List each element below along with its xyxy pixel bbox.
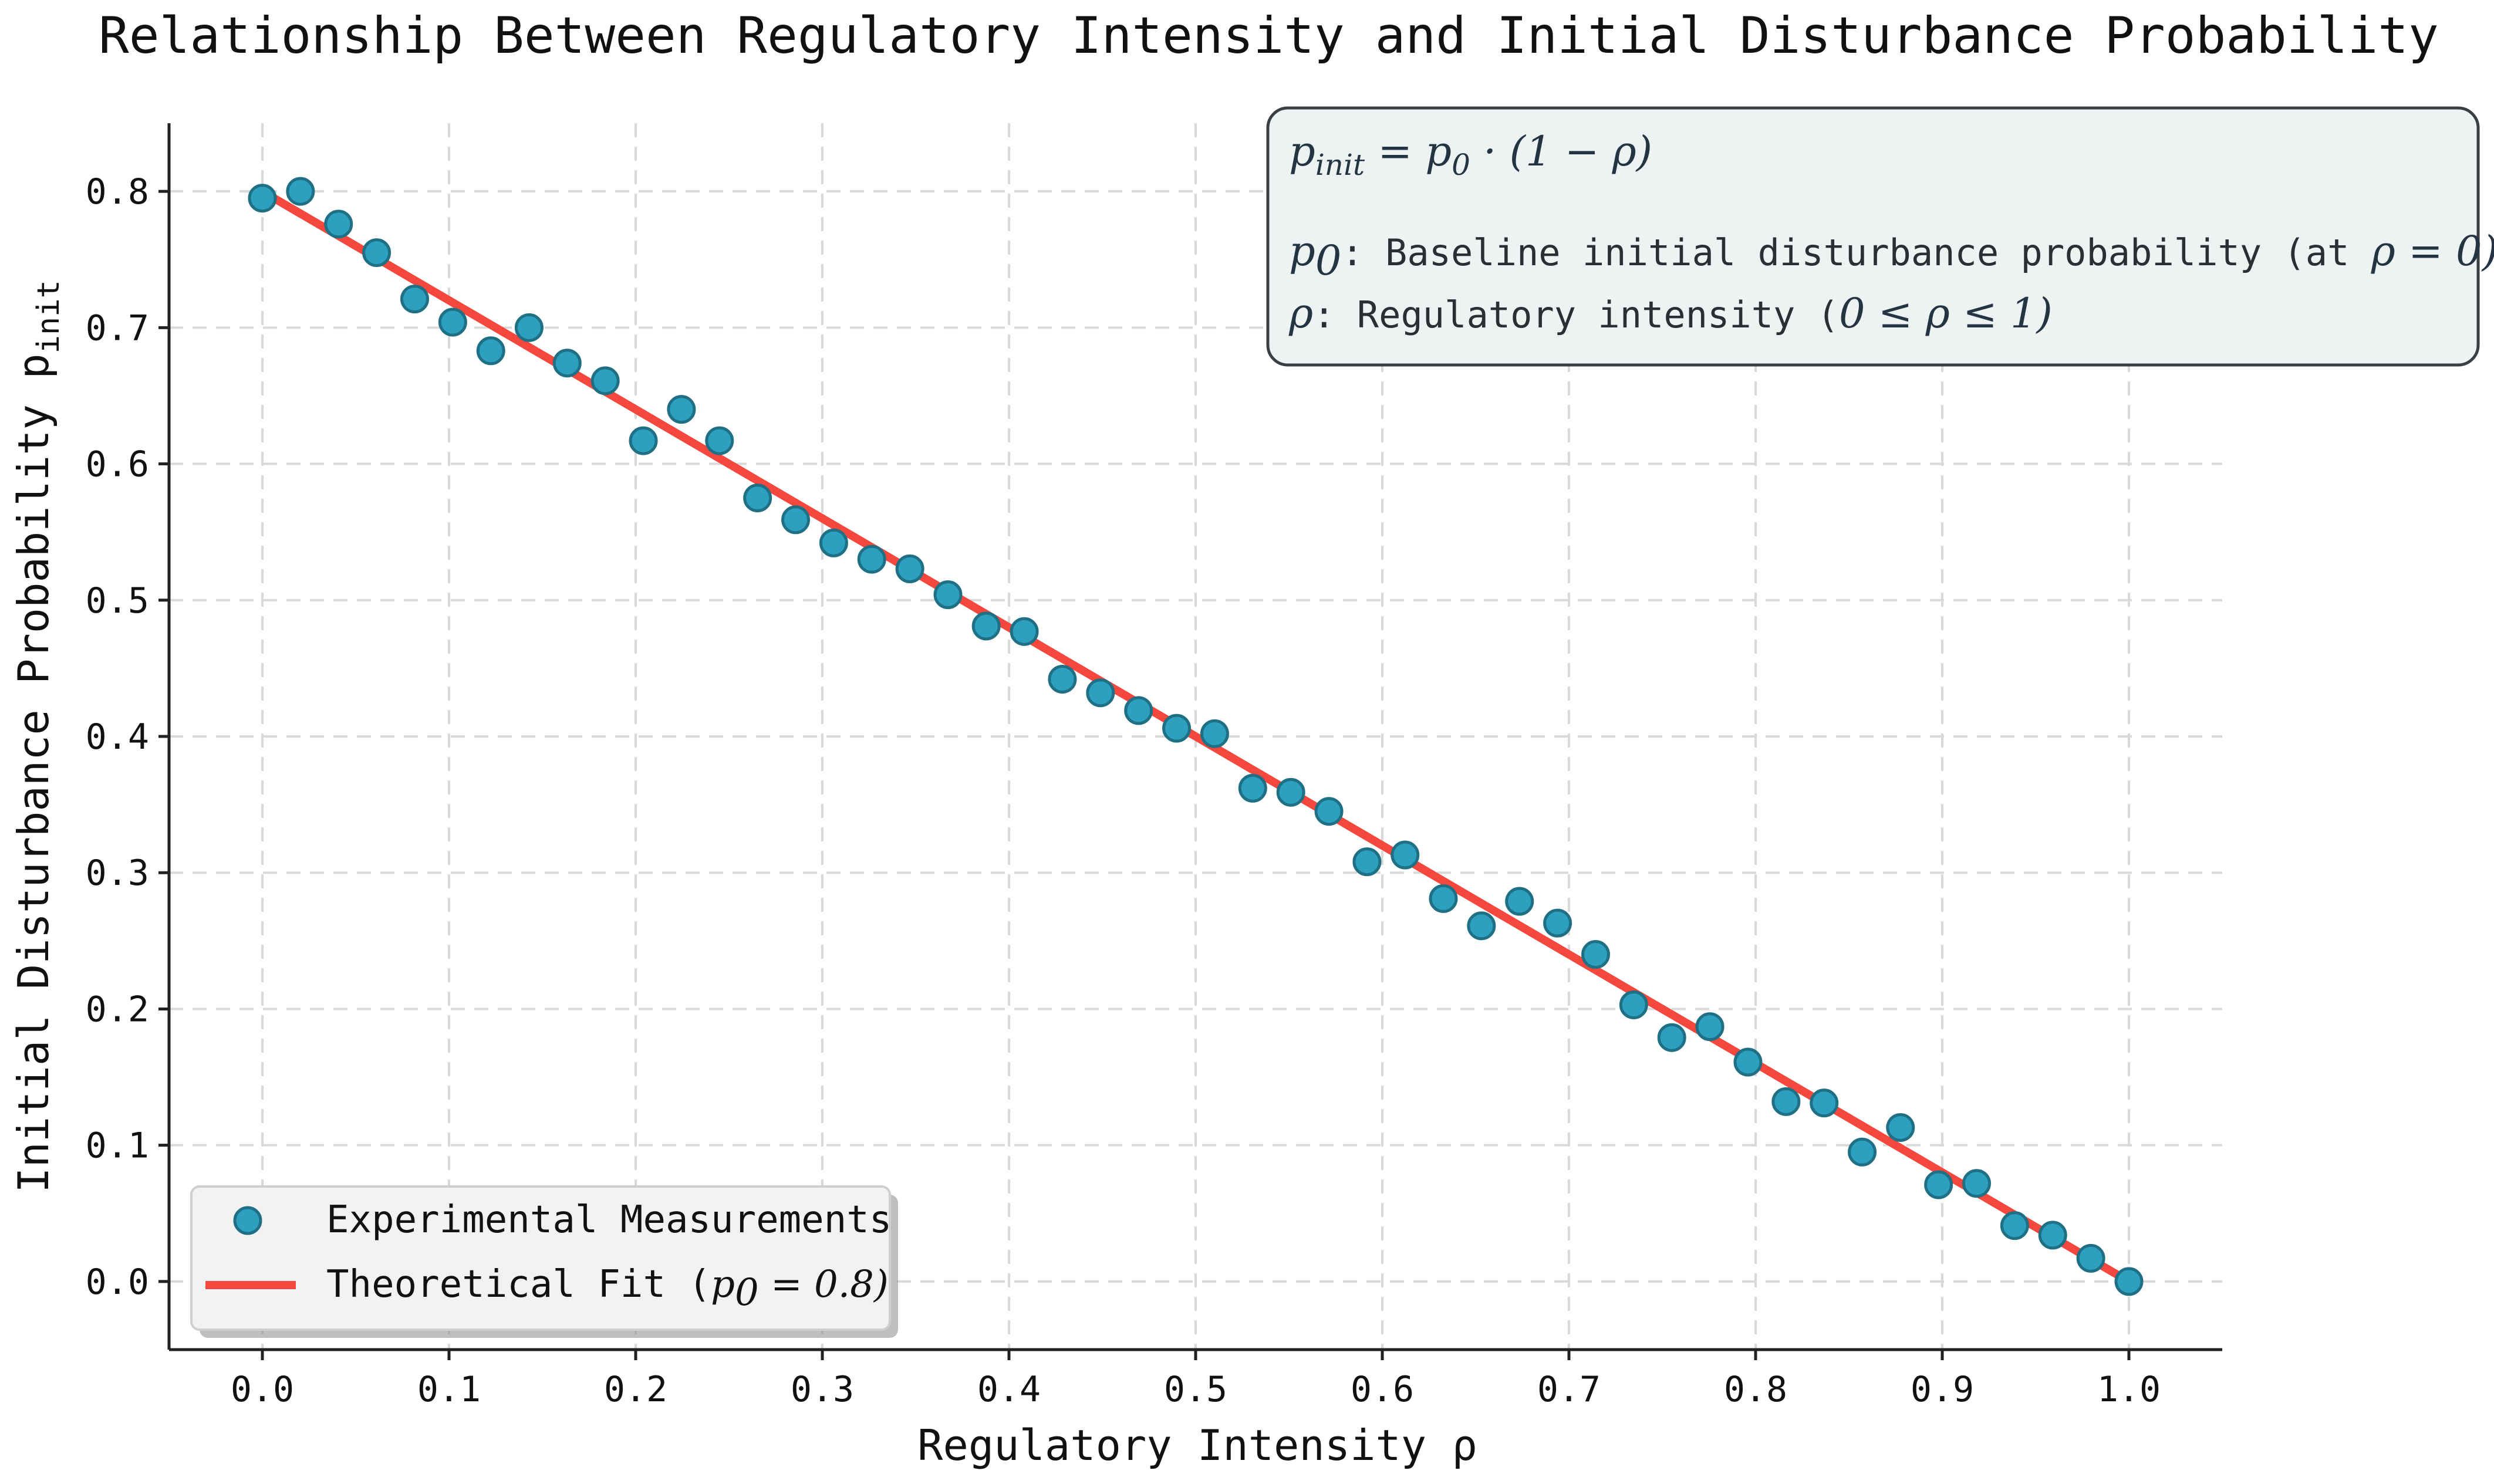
scatter-point (1657, 1023, 1686, 1052)
x-tick-label: 1.0 (2097, 1369, 2161, 1410)
scatter-point (1695, 1012, 1724, 1042)
scatter-point (552, 349, 582, 378)
scatter-point (629, 426, 658, 455)
scatter-point (1010, 617, 1039, 646)
scatter-point (743, 484, 772, 513)
scatter-point (324, 209, 353, 239)
scatter-point (971, 611, 1001, 641)
scatter-point (1086, 678, 1115, 708)
scatter-point (2076, 1243, 2105, 1273)
formula-box: pinit = p0 · (1 − ρ) p0: Baseline initia… (1266, 106, 2494, 367)
scatter-point (2038, 1221, 2067, 1250)
x-ticks: 0.0 0.1 0.2 0.3 0.4 0.5 0.6 0.7 0.8 0.9 1.0 (231, 1350, 2161, 1410)
scatter-points (248, 177, 2144, 1296)
legend-fit-label: Theoretical Fit (p0 = 0.8) (326, 1263, 889, 1314)
grid (169, 123, 2222, 1350)
x-tick-label: 0.9 (1911, 1369, 1974, 1410)
y-axis-label: Initial Disturbance Probability pinit (9, 280, 66, 1193)
scatter-point (2000, 1211, 2029, 1240)
y-axis-label-subscript: init (31, 280, 66, 353)
scatter-point (1581, 940, 1610, 969)
svg-text:Initial Disturbance Probabilit: Initial Disturbance Probability pinit (9, 280, 66, 1193)
scatter-point (705, 426, 734, 455)
x-tick-label: 0.6 (1351, 1369, 1414, 1410)
scatter-point (1200, 719, 1229, 748)
scatter-point (933, 580, 963, 609)
scatter-point (476, 336, 505, 366)
scatter-point (1124, 696, 1153, 725)
scatter-point (1314, 797, 1344, 826)
y-tick-label: 0.0 (86, 1262, 149, 1303)
scatter-point (1238, 773, 1267, 803)
scatter-point (1619, 990, 1648, 1019)
scatter-point (248, 184, 277, 213)
scatter-point (514, 313, 544, 342)
scatter-point (590, 366, 620, 395)
x-tick-label: 0.0 (231, 1369, 294, 1410)
scatter-point (1467, 911, 1496, 941)
y-tick-label: 0.4 (86, 716, 149, 758)
x-tick-label: 0.5 (1164, 1369, 1227, 1410)
scatter-point (2114, 1267, 2144, 1296)
chart-title: Relationship Between Regulatory Intensit… (99, 6, 2439, 65)
scatter-point (1810, 1089, 1839, 1118)
scatter-point (819, 528, 848, 557)
x-tick-label: 0.2 (604, 1369, 667, 1410)
scatter-point (1276, 778, 1305, 807)
scatter-point (1429, 884, 1458, 913)
scatter-point (1886, 1113, 1915, 1142)
scatter-point (1962, 1169, 1992, 1198)
y-tick-label: 0.5 (86, 580, 149, 621)
scatter-point (1771, 1087, 1801, 1116)
legend: Experimental Measurements Theoretical Fi… (190, 1185, 898, 1338)
x-axis-label: Regulatory Intensity ρ (917, 1421, 1477, 1470)
scatter-point (895, 554, 924, 583)
scatter-point (1391, 840, 1420, 870)
scatter-point (1543, 908, 1572, 938)
y-ticks: 0.0 0.1 0.2 0.3 0.4 0.5 0.6 0.7 0.8 (86, 171, 169, 1303)
formula-definition-rho: ρ: Regulatory intensity (0 ≤ ρ ≤ 1) (1288, 289, 2053, 337)
scatter-point (1733, 1047, 1763, 1077)
formula-main: pinit = p0 · (1 − ρ) (1289, 127, 1652, 182)
y-tick-label: 0.7 (86, 307, 149, 349)
x-tick-label: 0.1 (417, 1369, 481, 1410)
formula-box-background (1266, 106, 2480, 367)
formula-definition-p0: p0: Baseline initial disturbance probabi… (1289, 227, 2494, 285)
y-tick-label: 0.1 (86, 1125, 149, 1167)
x-axis-label-text: Regulatory Intensity ρ (917, 1421, 1477, 1470)
y-tick-label: 0.8 (86, 171, 149, 212)
scatter-point (438, 307, 467, 337)
y-tick-label: 0.3 (86, 853, 149, 894)
x-tick-label: 0.8 (1724, 1369, 1787, 1410)
scatter-point (1505, 887, 1534, 916)
scatter-point (1162, 714, 1192, 743)
scatter-point (1352, 847, 1382, 877)
legend-scatter-marker (233, 1206, 262, 1235)
scatter-point (667, 395, 696, 424)
y-tick-label: 0.6 (86, 444, 149, 485)
legend-box (190, 1185, 891, 1331)
scatter-point (286, 177, 315, 206)
scatter-point (400, 285, 429, 314)
scatter-point (1848, 1137, 1877, 1167)
scatter-point (857, 545, 886, 574)
y-axis-label-text: Initial Disturbance Probability p (9, 353, 58, 1192)
scatter-point (781, 505, 811, 535)
x-tick-label: 0.7 (1537, 1369, 1601, 1410)
x-tick-label: 0.4 (977, 1369, 1041, 1410)
legend-scatter-label: Experimental Measurements (326, 1198, 892, 1242)
scatter-point (1048, 664, 1077, 694)
scatter-point (362, 238, 392, 268)
scatter-point (1924, 1170, 1953, 1199)
y-tick-label: 0.2 (86, 989, 149, 1030)
x-tick-label: 0.3 (791, 1369, 854, 1410)
